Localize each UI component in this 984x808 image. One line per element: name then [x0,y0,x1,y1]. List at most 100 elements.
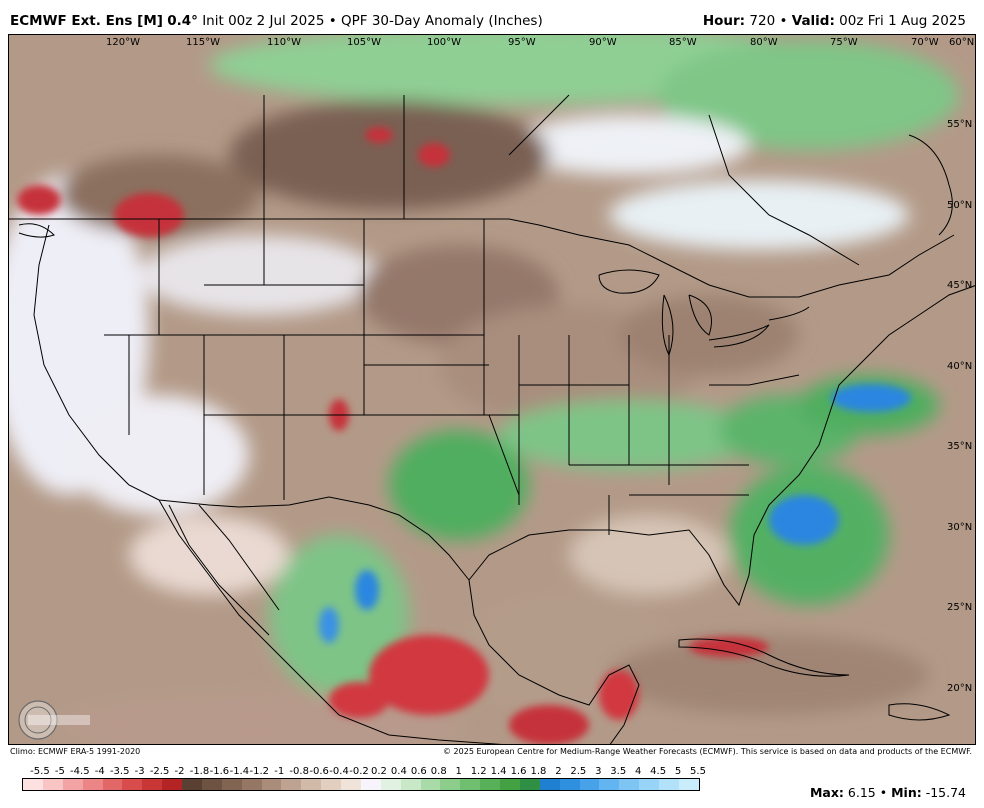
colorbar-swatch [162,779,182,790]
credits-bar: Climo: ECMWF ERA-5 1991-2020 © 2025 Euro… [0,746,984,758]
colorbar-swatch [579,779,600,790]
colorbar [22,778,700,791]
model-resolution: 0.4 [167,13,192,29]
colorbar-swatch [420,779,441,790]
lat-label-25n: 25°N [947,602,972,613]
max-label: Max: [809,785,844,800]
lon-label-110w: 110°W [267,37,301,48]
max-value: 6.15 [847,785,876,800]
product-name: QPF 30-Day Anomaly (Inches) [341,13,543,29]
colorbar-tick-label: 2.5 [570,766,587,777]
colorbar-tick-label: 1.8 [530,766,547,777]
colorbar-swatch [241,779,262,790]
min-label: Min: [891,785,922,800]
weatherbell-logo [18,700,90,740]
colorbar-tick-label: 0.8 [430,766,447,777]
colorbar-swatch [519,779,540,790]
colorbar-swatch [480,779,500,790]
colorbar-tick-label: -3 [134,766,145,777]
colorbar-swatch [678,779,699,790]
map-title: ECMWF Ext. Ens [M] 0.4° Init 00z 2 Jul 2… [10,13,543,29]
lon-label-90w: 90°W [589,37,617,48]
colorbar-swatch [201,779,222,790]
anomaly-map[interactable]: 120°W 115°W 110°W 105°W 100°W 95°W 90°W … [8,34,976,745]
longitude-labels: 120°W 115°W 110°W 105°W 100°W 95°W 90°W … [106,37,974,48]
map-canvas: 120°W 115°W 110°W 105°W 100°W 95°W 90°W … [9,35,975,744]
lon-label-70w: 70°W [911,37,939,48]
colorbar-swatch [261,779,282,790]
colorbar-tick-label: -1 [274,766,285,777]
colorbar-swatch [659,779,679,790]
colorbar-swatch [360,779,381,790]
colorbar-swatch [221,779,242,790]
lat-label-50n: 50°N [947,200,972,211]
colorbar-swatch [400,779,421,790]
colorbar-tick-label: 4.5 [650,766,667,777]
colorbar-swatch [82,779,103,790]
colorbar-tick-label: 1.4 [490,766,507,777]
lat-label-55n: 55°N [947,119,972,130]
colorbar-tick-label: 3.5 [610,766,627,777]
colorbar-tick-label: -1.4 [229,766,250,777]
colorbar-swatch [142,779,163,790]
colorbar-swatch [539,779,560,790]
colorbar-swatch [500,779,520,790]
colorbar-swatch [122,779,143,790]
colorbar-tick-label: -1.2 [249,766,270,777]
colorbar-swatch [440,779,461,790]
init-time: Init 00z 2 Jul 2025 [202,13,325,29]
colorbar-swatch [182,779,202,790]
colorbar-swatch [321,779,341,790]
colorbar-tick-label: -1.8 [189,766,210,777]
colorbar-tick-label: -2 [174,766,185,777]
colorbar-tick-label: 2 [555,766,562,777]
colorbar-tick-label: 5 [674,766,682,777]
lat-label-20n: 20°N [947,683,972,694]
colorbar-tick-label: 3 [595,766,602,777]
colorbar-swatch [619,779,640,790]
lon-label-85w: 85°W [669,37,697,48]
lat-label-40n: 40°N [947,361,972,372]
map-header: ECMWF Ext. Ens [M] 0.4° Init 00z 2 Jul 2… [0,0,984,34]
political-boundaries [9,94,975,744]
lat-label-45n: 45°N [947,280,972,291]
colorbar-swatch [599,779,620,790]
lat-label-30n: 30°N [947,522,972,533]
colorbar-tick-label: 4 [634,766,642,777]
latitude-labels: 55°N 50°N 45°N 40°N 35°N 30°N 25°N 20°N [947,119,972,694]
max-min-stats: Max: 6.15 • Min: -15.74 [809,785,966,800]
valid-label: Valid: [791,13,835,29]
colorbar-swatch [102,779,123,790]
colorbar-tick-label: -0.8 [289,766,309,777]
colorbar-swatch [559,779,580,790]
colorbar-swatch [460,779,481,790]
colorbar-swatch [42,779,63,790]
colorbar-tick-label: -5 [54,766,65,777]
colorbar-labels: -5.5 -5 -4.5 -4 -3.5 -3 -2.5 -2 -1.8 -1.6 -1.4 -1.2… [22,766,706,778]
anomaly-extremes [17,127,911,744]
colorbar-swatch [23,779,43,790]
min-value: -15.74 [925,785,966,800]
colorbar-tick-label: -4.5 [70,766,90,777]
model-name: ECMWF Ext. Ens [M] [10,13,163,29]
lon-label-75w: 75°W [830,37,858,48]
lon-label-95w: 95°W [508,37,536,48]
colorbar-swatch [341,779,361,790]
colorbar-swatch [639,779,659,790]
colorbar-tick-label: 1.2 [470,766,487,777]
colorbar-swatch [380,779,401,790]
colorbar-swatch [281,779,302,790]
colorbar-tick-label: -0.6 [309,766,329,777]
colorbar-tick-label: -0.4 [329,766,349,777]
colorbar-tick-label: -5.5 [30,766,50,777]
colorbar-tick-label: 0.4 [390,766,407,777]
climo-credit: Climo: ECMWF ERA-5 1991-2020 [10,747,141,756]
colorbar-swatch [301,779,322,790]
lon-label-105w: 105°W [347,37,381,48]
colorbar-tick-label: -2.5 [149,766,170,777]
hour-label: Hour: [702,13,746,29]
colorbar-tick-label: 1.6 [510,766,527,777]
colorbar-tick-label: -3.5 [109,766,130,777]
hour-value: 720 [749,13,776,29]
colorbar-swatch [62,779,83,790]
